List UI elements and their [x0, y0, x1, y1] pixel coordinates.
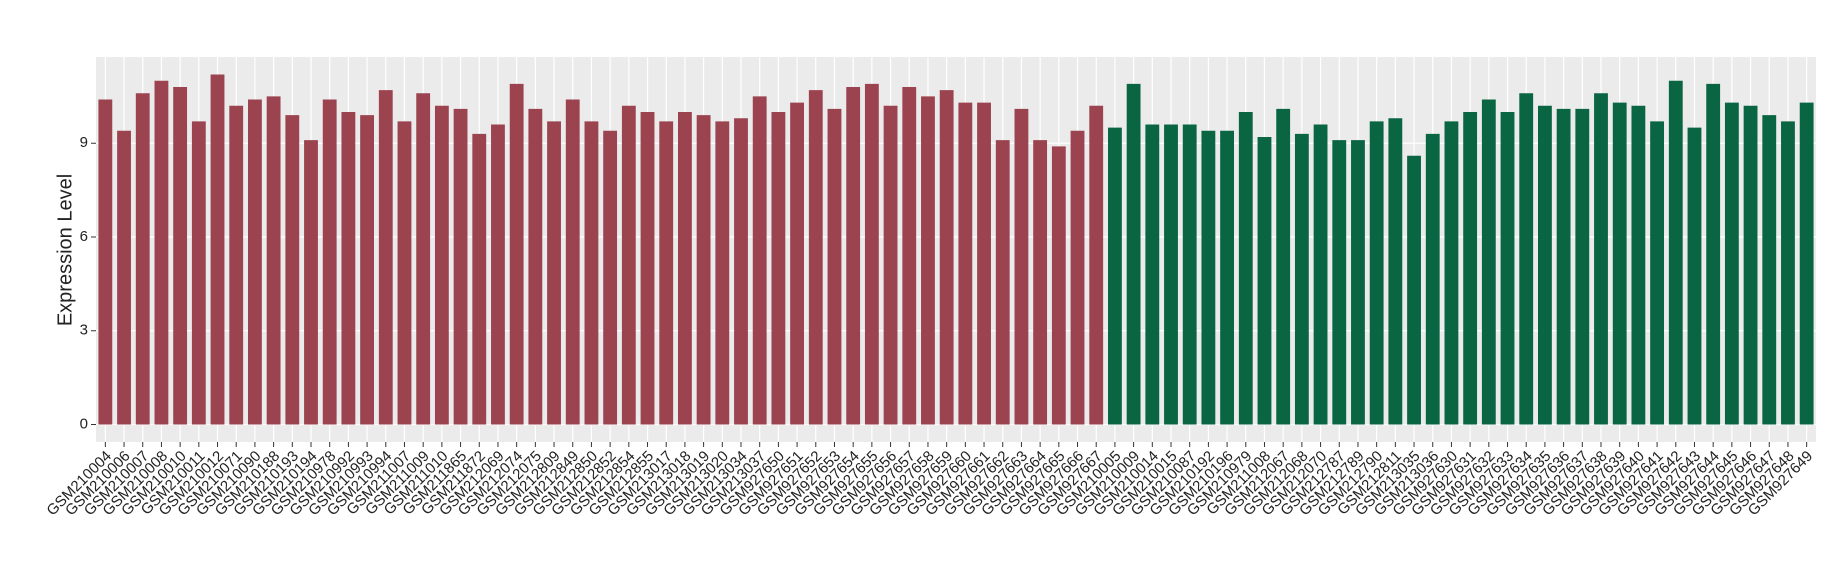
bar [1257, 137, 1272, 425]
bar [472, 133, 487, 425]
bar [528, 108, 543, 425]
bar [322, 99, 337, 425]
bar [1126, 83, 1141, 425]
bar [1444, 121, 1459, 425]
bar [1463, 112, 1478, 425]
bar [677, 112, 692, 425]
bar [1556, 108, 1571, 425]
bar [434, 105, 449, 425]
bar [584, 121, 599, 425]
bar [1220, 130, 1235, 425]
bar [1519, 93, 1534, 425]
y-tick-label: 3 [80, 322, 88, 339]
bar [1089, 105, 1104, 425]
bar [902, 87, 917, 425]
bar [1276, 108, 1291, 425]
bar [1799, 102, 1814, 425]
bar [1706, 83, 1721, 425]
bar [1351, 140, 1365, 425]
bar [210, 74, 225, 425]
bar [341, 112, 356, 425]
bar [958, 102, 973, 425]
bar [1612, 102, 1627, 425]
bar [921, 96, 935, 425]
bar [285, 115, 300, 425]
y-tick-label: 0 [80, 415, 88, 432]
bar [1313, 124, 1328, 425]
bar [1369, 121, 1384, 425]
bar [827, 108, 842, 425]
bar [808, 90, 823, 425]
bar [98, 99, 113, 425]
bar [752, 96, 767, 425]
bar [397, 121, 412, 425]
bar [173, 87, 188, 425]
y-tick-label: 6 [80, 228, 88, 245]
bar [1594, 93, 1608, 425]
bar [790, 102, 805, 425]
bar [640, 112, 655, 425]
bar [1425, 133, 1440, 425]
bar [266, 96, 281, 425]
bar [977, 102, 991, 425]
y-axis-label: Expression Level [54, 174, 76, 326]
bar [1687, 127, 1702, 425]
bar [1182, 124, 1197, 425]
bar [304, 140, 318, 425]
bar [547, 121, 561, 425]
bar [846, 87, 861, 425]
bar [696, 115, 711, 425]
bar [191, 121, 206, 425]
bar [939, 90, 954, 425]
bar [1724, 102, 1739, 425]
bar [1332, 140, 1347, 425]
bar [1575, 108, 1590, 425]
bar [154, 80, 169, 425]
bar [1537, 105, 1552, 425]
bar [117, 130, 131, 425]
bar [378, 90, 393, 425]
bar [1762, 115, 1777, 425]
bar [1650, 121, 1665, 425]
bar [1631, 105, 1646, 425]
bar [360, 115, 375, 425]
bar [1668, 80, 1683, 425]
bar [1500, 112, 1515, 425]
bar [1145, 124, 1160, 425]
bar [1014, 108, 1029, 425]
bar [603, 130, 618, 425]
bar [1388, 118, 1403, 425]
bar [1070, 130, 1085, 425]
bar [247, 99, 262, 425]
bar [1294, 133, 1309, 425]
bar [1407, 155, 1421, 425]
bar [509, 83, 524, 425]
bar [715, 121, 730, 425]
bar [771, 112, 786, 425]
bar [734, 118, 748, 425]
bar [1201, 130, 1216, 425]
bar [135, 93, 150, 425]
bar [1743, 105, 1758, 425]
bar [1238, 112, 1253, 425]
bar [1033, 140, 1048, 425]
bar [565, 99, 580, 425]
bar [621, 105, 636, 425]
bar [1107, 127, 1122, 425]
bar [1781, 121, 1795, 425]
bar [491, 124, 505, 425]
bar [1051, 146, 1066, 425]
bar [229, 105, 244, 425]
y-tick-label: 9 [80, 134, 88, 151]
bar [453, 108, 468, 425]
bar [659, 121, 674, 425]
bar [864, 83, 879, 425]
bar [995, 140, 1010, 425]
bar [1164, 124, 1178, 425]
bar [883, 105, 898, 425]
bar [416, 93, 431, 425]
bar [1481, 99, 1496, 425]
